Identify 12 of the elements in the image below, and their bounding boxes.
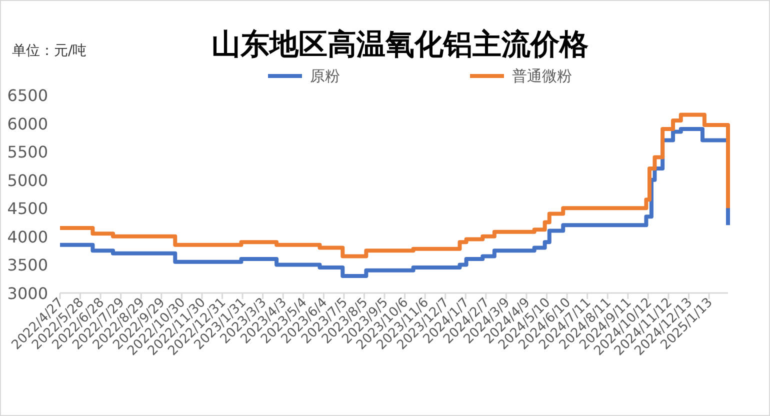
legend-label: 原粉 [310, 67, 340, 85]
legend-label: 普通微粉 [512, 67, 572, 85]
y-tick-label: 4000 [7, 227, 48, 246]
y-tick-label: 6500 [7, 86, 48, 105]
y-tick-label: 3000 [7, 284, 48, 303]
chart-title: 山东地区高温氧化铝主流价格 [212, 27, 588, 61]
text: 单位：元/吨 [12, 43, 87, 59]
y-tick-label: 4500 [7, 199, 48, 218]
y-tick-label: 6000 [7, 114, 48, 134]
y-tick-label: 3500 [7, 256, 48, 275]
y-tick-label: 5500 [7, 142, 48, 162]
y-tick-label: 5000 [7, 170, 48, 190]
